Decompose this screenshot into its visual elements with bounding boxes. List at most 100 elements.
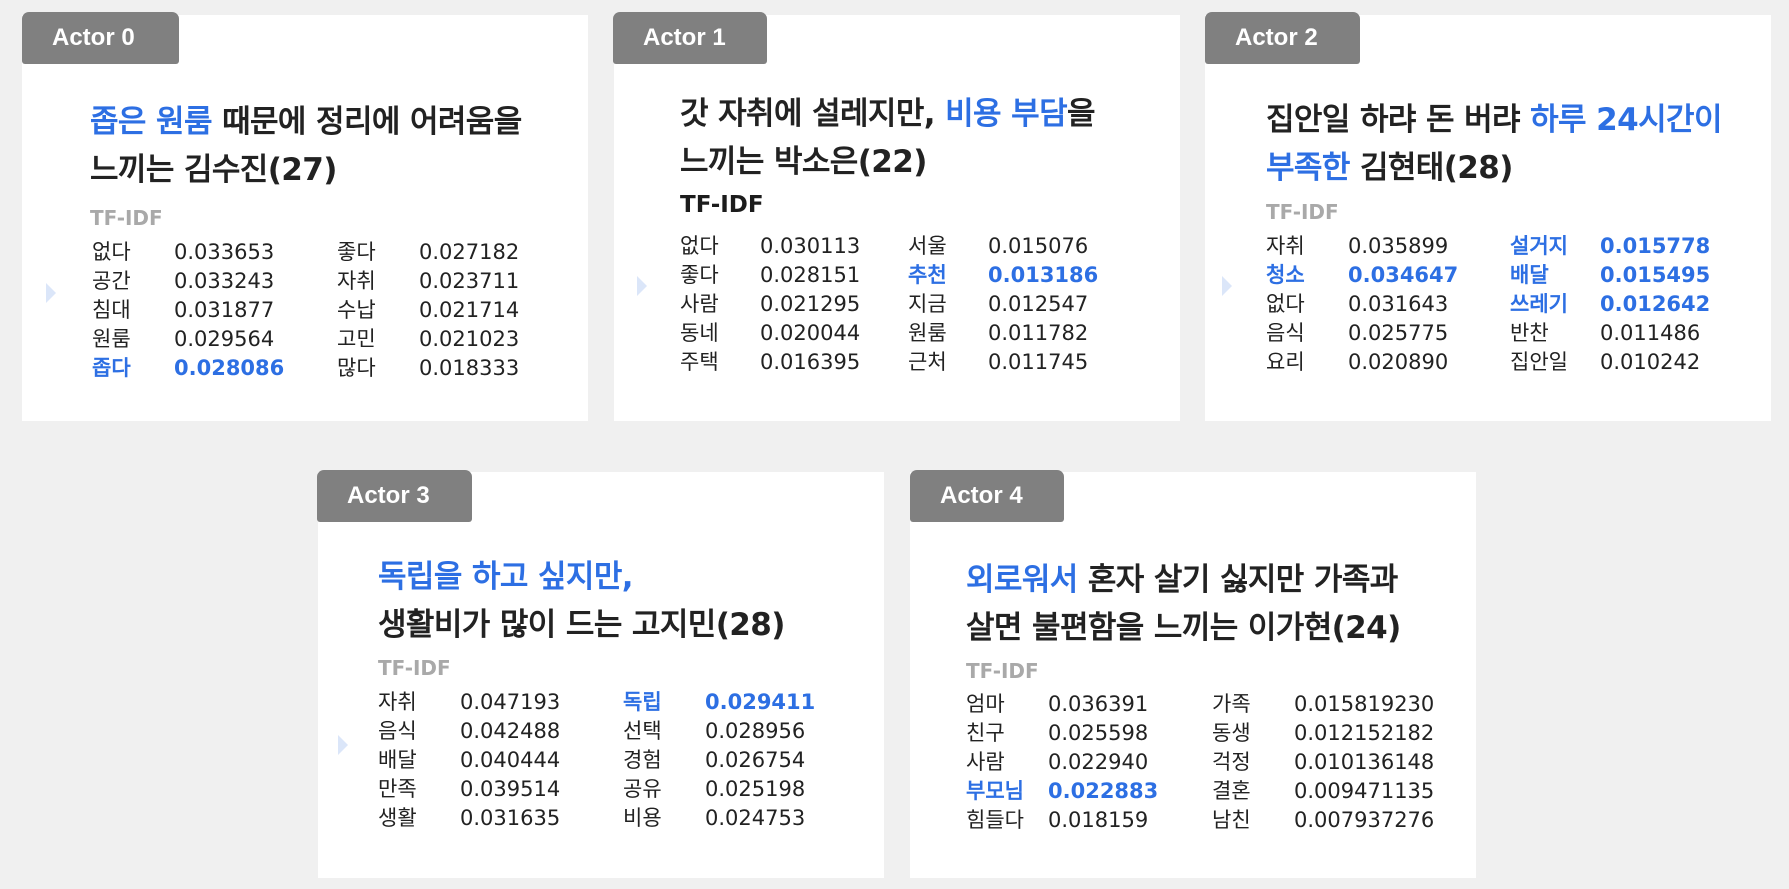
tfidf-word: 추천 — [908, 263, 947, 287]
tfidf-word: 서울 — [908, 234, 947, 258]
tfidf-score: 0.018159 — [1048, 808, 1149, 832]
tfidf-word: 없다 — [680, 234, 719, 258]
tfidf-word: 음식 — [378, 719, 417, 743]
tfidf-score: 0.036391 — [1048, 692, 1149, 716]
tfidf-word: 좋다 — [337, 240, 376, 264]
title-highlight: 외로워서 — [966, 562, 1078, 598]
tfidf-word: 지금 — [908, 292, 947, 316]
title-line: 외로워서 혼자 살기 싫지만 가족과 — [966, 556, 1401, 604]
tfidf-word: 가족 — [1212, 692, 1251, 716]
tfidf-score: 0.034647 — [1348, 263, 1459, 287]
tfidf-score: 0.020044 — [760, 321, 861, 345]
tfidf-score: 0.020890 — [1348, 350, 1449, 374]
tfidf-score: 0.015778 — [1600, 234, 1711, 258]
tfidf-word: 비용 — [623, 806, 662, 830]
tfidf-score: 0.022940 — [1048, 750, 1149, 774]
tfidf-score: 0.029564 — [174, 327, 275, 351]
tfidf-score: 0.015819230 — [1294, 692, 1435, 716]
tfidf-score: 0.011486 — [1600, 321, 1701, 345]
actor-card-4 — [910, 472, 1476, 878]
tfidf-word: 배달 — [1510, 263, 1549, 287]
tfidf-word: 침대 — [92, 298, 131, 322]
tfidf-word: 좁다 — [92, 356, 131, 380]
tfidf-score: 0.012642 — [1600, 292, 1711, 316]
tfidf-score: 0.018333 — [419, 356, 520, 380]
tfidf-score: 0.033243 — [174, 269, 275, 293]
tfidf-score: 0.039514 — [460, 777, 561, 801]
actor-tab-2[interactable]: Actor 2 — [1205, 12, 1360, 64]
tfidf-score: 0.030113 — [760, 234, 861, 258]
actor-card-2 — [1205, 15, 1771, 421]
tfidf-score: 0.016395 — [760, 350, 861, 374]
tfidf-word: 좋다 — [680, 263, 719, 287]
title-highlight: 부족한 — [1266, 150, 1350, 186]
title-line: 살면 불편함을 느끼는 이가현(24) — [966, 604, 1401, 652]
title-line: 좁은 원룸 때문에 정리에 어려움을 — [90, 98, 522, 146]
play-marker-icon — [46, 283, 56, 303]
tfidf-word: 설거지 — [1510, 234, 1568, 258]
tfidf-score: 0.047193 — [460, 690, 561, 714]
tfidf-word: 공간 — [92, 269, 131, 293]
tfidf-word: 배달 — [378, 748, 417, 772]
tfidf-word: 청소 — [1266, 263, 1305, 287]
title-text: 느끼는 박소은(22) — [680, 144, 927, 180]
tfidf-word: 쓰레기 — [1510, 292, 1568, 316]
actor-tab-0[interactable]: Actor 0 — [22, 12, 179, 64]
actor-tab-1[interactable]: Actor 1 — [613, 12, 767, 64]
tfidf-score: 0.028086 — [174, 356, 285, 380]
tfidf-score: 0.031635 — [460, 806, 561, 830]
tfidf-score: 0.028956 — [705, 719, 806, 743]
title-highlight: 좁은 원룸 — [90, 104, 212, 140]
tfidf-word: 요리 — [1266, 350, 1305, 374]
tfidf-word: 원룸 — [908, 321, 947, 345]
tfidf-score: 0.025775 — [1348, 321, 1449, 345]
tfidf-word: 많다 — [337, 356, 376, 380]
tfidf-score: 0.042488 — [460, 719, 561, 743]
tfidf-score: 0.007937276 — [1294, 808, 1435, 832]
tfidf-word: 부모님 — [966, 779, 1024, 803]
tfidf-score: 0.011782 — [988, 321, 1089, 345]
tfidf-score: 0.031877 — [174, 298, 275, 322]
tfidf-word: 힘들다 — [966, 808, 1024, 832]
tfidf-score: 0.040444 — [460, 748, 561, 772]
tfidf-word: 자취 — [378, 690, 417, 714]
tfidf-word: 없다 — [1266, 292, 1305, 316]
tfidf-word: 경험 — [623, 748, 662, 772]
tfidf-word: 사람 — [966, 750, 1005, 774]
play-marker-icon — [338, 735, 348, 755]
tfidf-score: 0.021023 — [419, 327, 520, 351]
tfidf-score: 0.022883 — [1048, 779, 1159, 803]
tfidf-word: 음식 — [1266, 321, 1305, 345]
title-line: 생활비가 많이 드는 고지민(28) — [378, 601, 785, 649]
tfidf-word: 반찬 — [1510, 321, 1549, 345]
tfidf-word: 자취 — [337, 269, 376, 293]
tfidf-score: 0.010242 — [1600, 350, 1701, 374]
title-text: 갓 자취에 설레지만, — [680, 96, 946, 132]
tfidf-word: 생활 — [378, 806, 417, 830]
tfidf-label-3: TF-IDF — [378, 656, 451, 680]
tfidf-score: 0.021714 — [419, 298, 520, 322]
actor-tab-3[interactable]: Actor 3 — [317, 470, 472, 522]
tfidf-score: 0.025598 — [1048, 721, 1149, 745]
tfidf-label-1: TF-IDF — [680, 192, 764, 218]
tfidf-score: 0.013186 — [988, 263, 1099, 287]
tfidf-word: 선택 — [623, 719, 662, 743]
tfidf-label-2: TF-IDF — [1266, 200, 1339, 224]
title-line: 독립을 하고 싶지만, — [378, 553, 785, 601]
tfidf-score: 0.029411 — [705, 690, 816, 714]
actor-card-1 — [614, 15, 1180, 421]
persona-title-2: 집안일 하랴 돈 버랴 하루 24시간이 부족한 김현태(28) — [1266, 96, 1722, 192]
title-text: 살면 불편함을 느끼는 이가현(24) — [966, 610, 1401, 646]
tfidf-score: 0.012547 — [988, 292, 1089, 316]
tfidf-word: 엄마 — [966, 692, 1005, 716]
title-line: 갓 자취에 설레지만, 비용 부담을 — [680, 90, 1096, 138]
title-highlight: 비용 부담 — [945, 96, 1067, 132]
title-text: 느끼는 김수진(27) — [90, 152, 337, 188]
title-highlight: 독립을 하고 싶지만, — [378, 559, 634, 595]
actor-tab-4[interactable]: Actor 4 — [910, 470, 1064, 522]
tfidf-label-0: TF-IDF — [90, 206, 163, 230]
tfidf-label-4: TF-IDF — [966, 659, 1039, 683]
